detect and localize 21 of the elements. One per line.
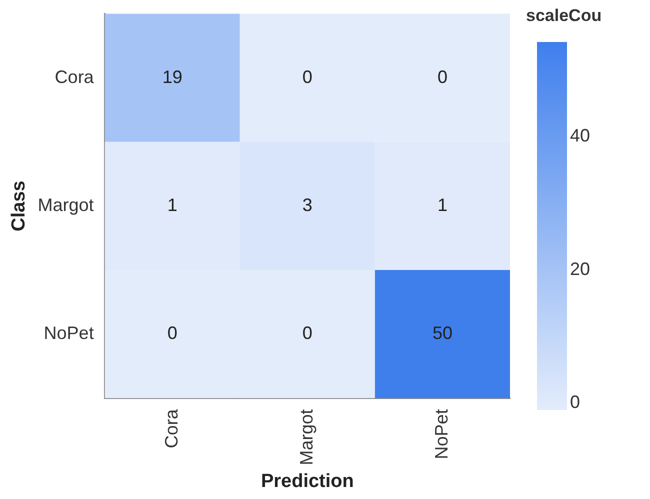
data-label: 3 [302, 194, 312, 215]
data-label: 0 [167, 323, 178, 344]
color-bar-label: 20 [570, 258, 590, 279]
x-axis-title: Prediction [260, 470, 354, 492]
color-bar-label: 40 [570, 126, 590, 146]
data-label: 50 [432, 323, 452, 344]
y-axis-title: Class [8, 180, 30, 232]
data-label: 1 [437, 194, 448, 215]
data-label: 0 [302, 66, 312, 87]
data-label: 19 [162, 66, 182, 87]
data-label: 1 [167, 194, 178, 215]
color-bar-label: 0 [570, 392, 580, 412]
data-label: 0 [437, 66, 448, 87]
y-tick-label: Margot [38, 194, 94, 215]
y-tick-label: Cora [54, 66, 95, 87]
x-tick-label: NoPet [431, 409, 452, 460]
legend-title: scaleCou [526, 6, 602, 26]
data-label: 0 [302, 323, 312, 344]
x-tick-label: Cora [161, 408, 182, 448]
y-tick-label: NoPet [44, 323, 94, 344]
x-tick-label: Margot [296, 409, 316, 466]
